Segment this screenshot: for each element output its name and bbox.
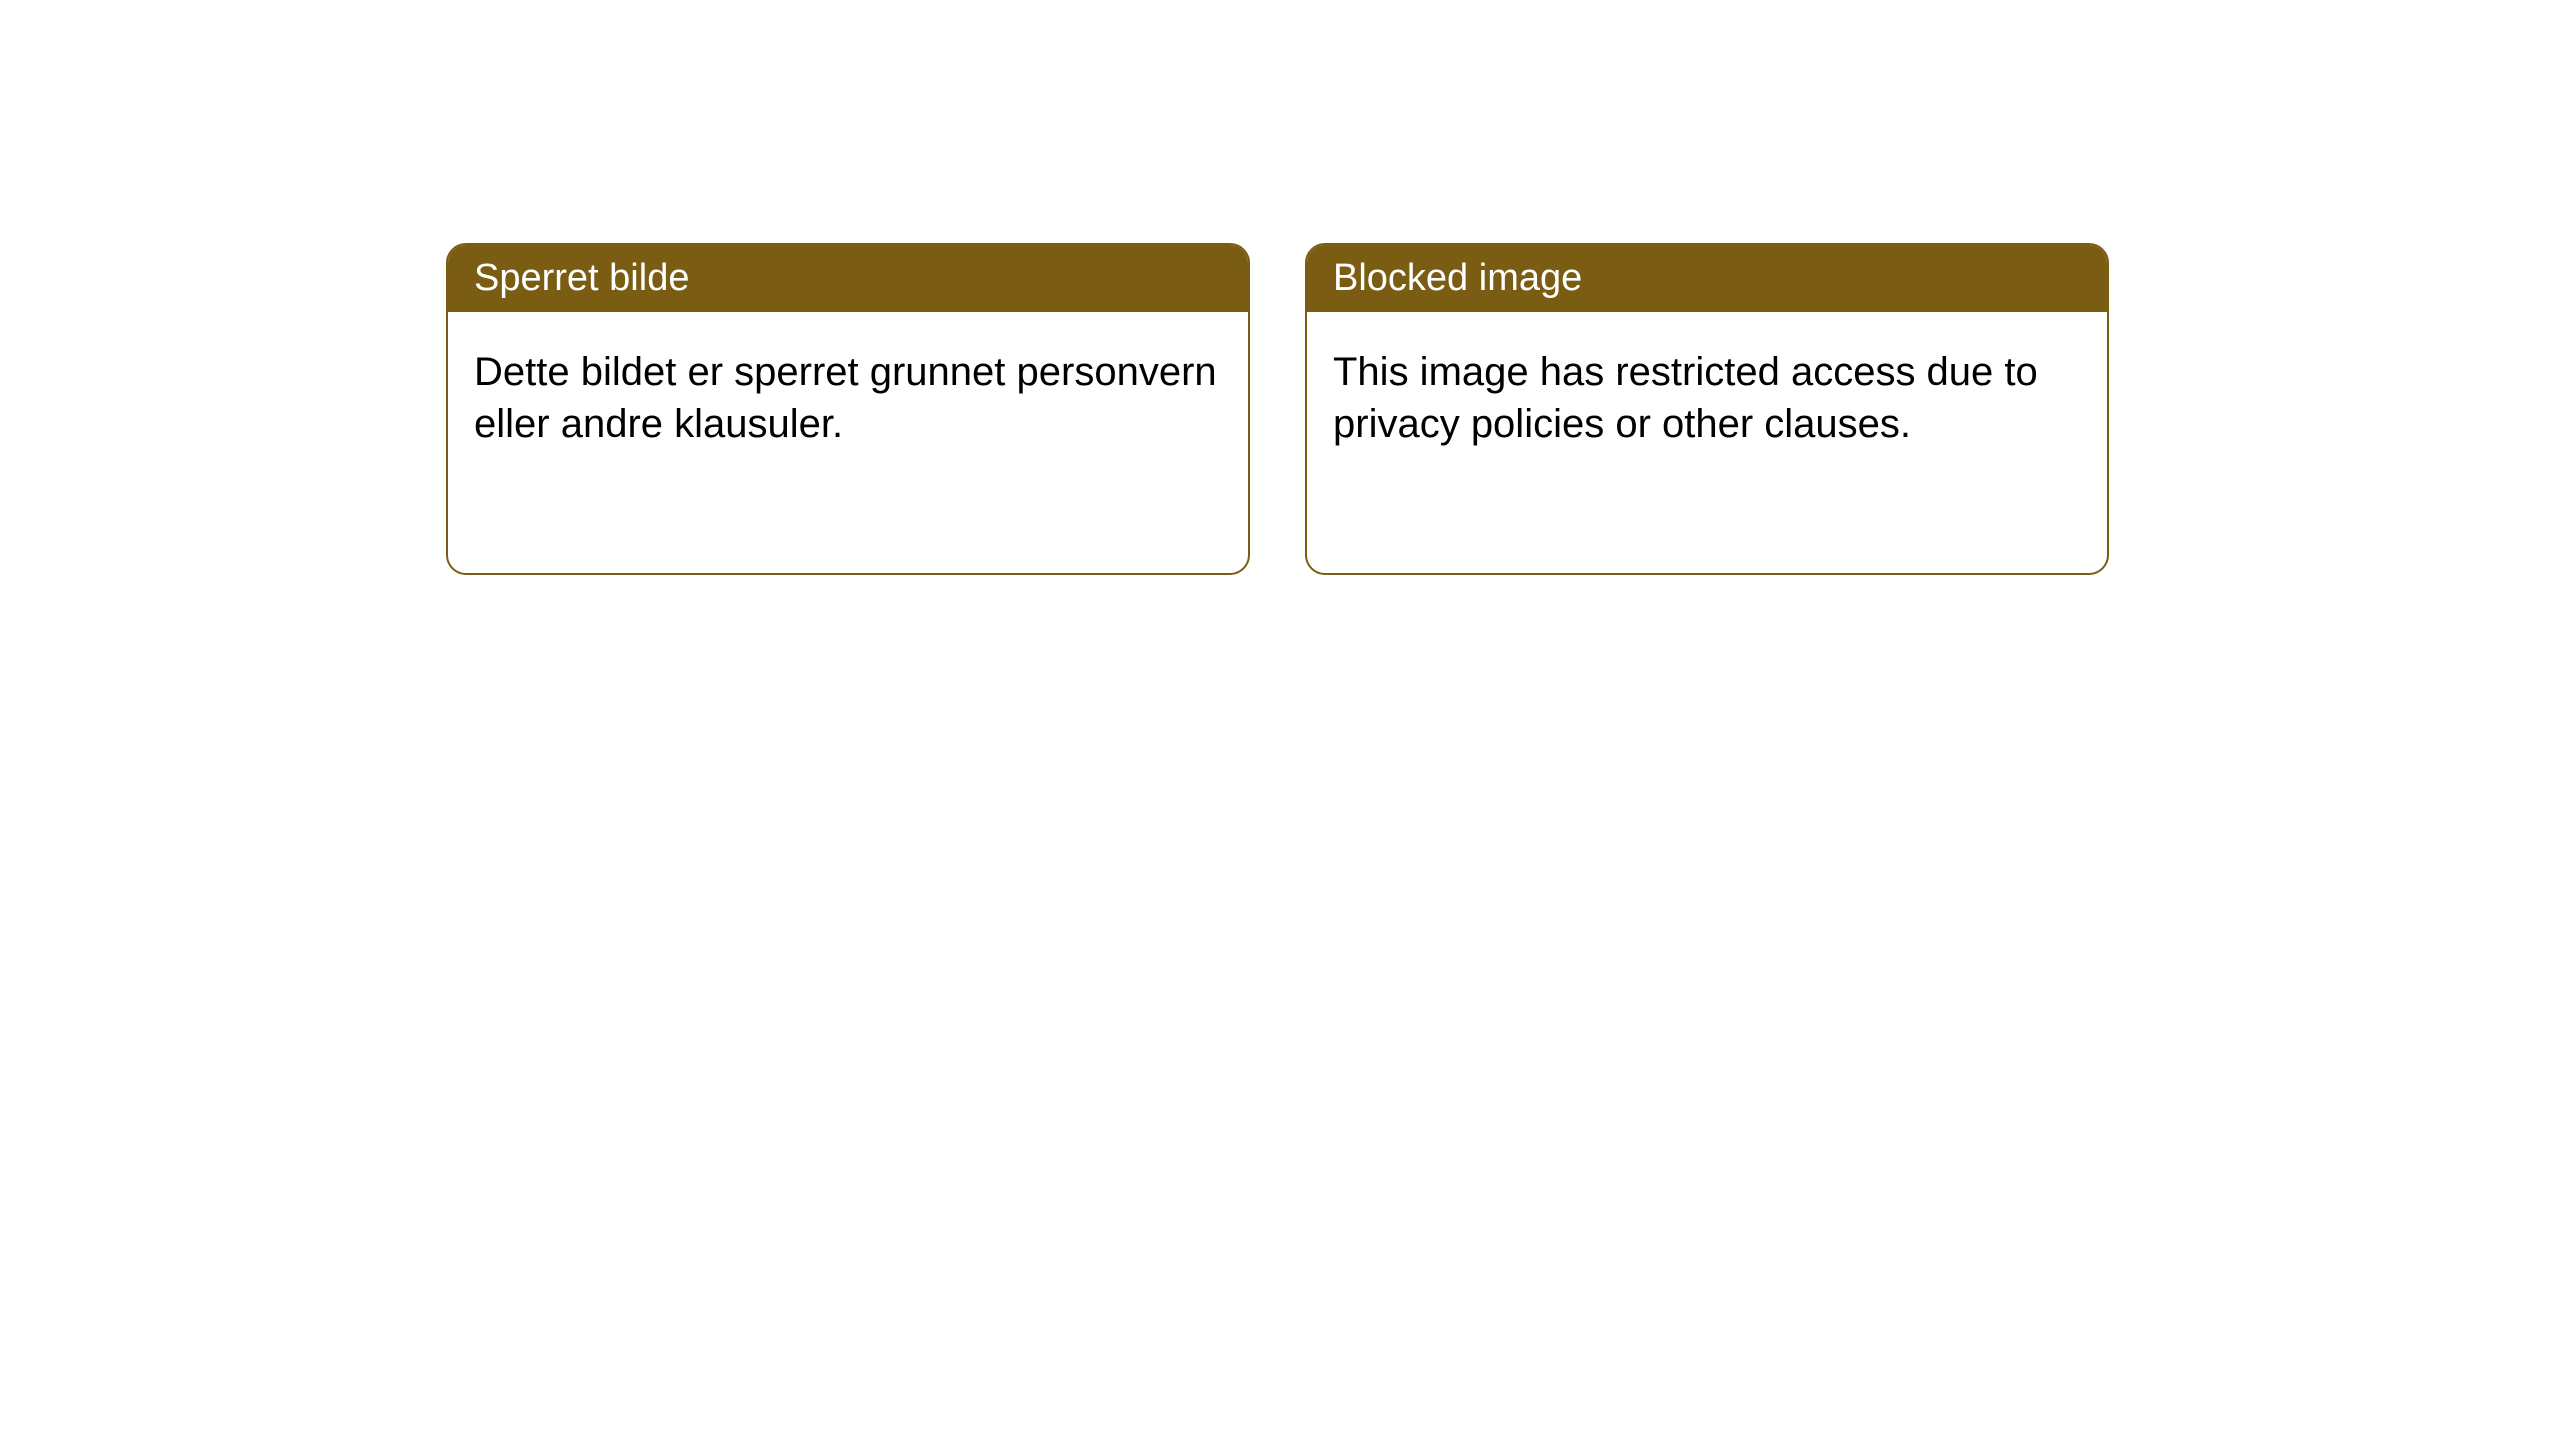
- notice-card-norwegian: Sperret bilde Dette bildet er sperret gr…: [446, 243, 1250, 575]
- notice-body: This image has restricted access due to …: [1307, 312, 2107, 484]
- notice-message: Dette bildet er sperret grunnet personve…: [474, 350, 1217, 446]
- notice-message: This image has restricted access due to …: [1333, 350, 2038, 446]
- notice-card-english: Blocked image This image has restricted …: [1305, 243, 2109, 575]
- notice-title: Sperret bilde: [474, 257, 689, 299]
- notice-header: Blocked image: [1307, 245, 2107, 312]
- notice-header: Sperret bilde: [448, 245, 1248, 312]
- notice-container: Sperret bilde Dette bildet er sperret gr…: [446, 243, 2109, 575]
- notice-body: Dette bildet er sperret grunnet personve…: [448, 312, 1248, 484]
- notice-title: Blocked image: [1333, 257, 1582, 299]
